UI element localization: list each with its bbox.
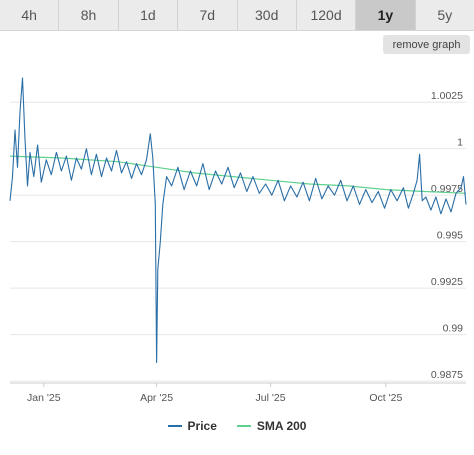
tab-4h[interactable]: 4h [0, 0, 60, 30]
legend-label: SMA 200 [256, 419, 307, 433]
legend-swatch [236, 425, 251, 427]
remove-graph-button[interactable]: remove graph [383, 35, 470, 54]
x-tick-label: Apr '25 [140, 392, 173, 404]
legend-swatch [167, 425, 182, 427]
x-tick-label: Jan '25 [27, 392, 61, 404]
tab-1d[interactable]: 1d [119, 0, 179, 30]
y-tick-label: 0.995 [437, 230, 463, 242]
y-tick-label: 1.0025 [431, 90, 463, 102]
tab-1y[interactable]: 1y [356, 0, 416, 30]
x-tick-label: Oct '25 [369, 392, 402, 404]
legend-item-price[interactable]: Price [167, 419, 217, 433]
chart-legend: Price SMA 200 [0, 419, 474, 433]
tab-30d[interactable]: 30d [238, 0, 297, 30]
y-tick-label: 1 [457, 137, 463, 149]
y-tick-label: 0.9925 [431, 276, 463, 288]
tab-8h[interactable]: 8h [59, 0, 119, 30]
tab-5y[interactable]: 5y [437, 7, 453, 23]
price-line [9, 77, 467, 364]
y-tick-label: 0.99 [443, 323, 464, 335]
tab-120d[interactable]: 120d [297, 0, 357, 30]
legend-item-sma-200[interactable]: SMA 200 [236, 419, 307, 433]
range-tabs: 4h 8h 1d 7d 30d 120d 1y 5y [0, 0, 474, 31]
y-tick-label: 0.9875 [431, 369, 463, 381]
x-tick-label: Jul '25 [256, 392, 286, 404]
legend-label: Price [187, 419, 217, 433]
tab-7d[interactable]: 7d [178, 0, 238, 30]
